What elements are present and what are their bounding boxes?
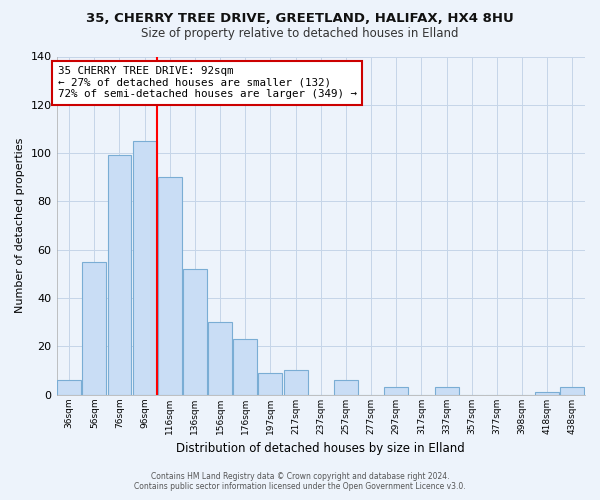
Bar [233, 339, 257, 394]
Bar [57, 380, 81, 394]
Bar [535, 392, 559, 394]
Text: 35 CHERRY TREE DRIVE: 92sqm
← 27% of detached houses are smaller (132)
72% of se: 35 CHERRY TREE DRIVE: 92sqm ← 27% of det… [58, 66, 357, 100]
Text: Contains HM Land Registry data © Crown copyright and database right 2024.
Contai: Contains HM Land Registry data © Crown c… [134, 472, 466, 491]
Text: Size of property relative to detached houses in Elland: Size of property relative to detached ho… [141, 28, 459, 40]
Bar [434, 388, 458, 394]
Bar [334, 380, 358, 394]
X-axis label: Distribution of detached houses by size in Elland: Distribution of detached houses by size … [176, 442, 465, 455]
Bar [560, 388, 584, 394]
Bar [208, 322, 232, 394]
Bar [183, 269, 207, 394]
Text: 35, CHERRY TREE DRIVE, GREETLAND, HALIFAX, HX4 8HU: 35, CHERRY TREE DRIVE, GREETLAND, HALIFA… [86, 12, 514, 26]
Bar [82, 262, 106, 394]
Bar [284, 370, 308, 394]
Bar [133, 141, 157, 395]
Bar [259, 373, 283, 394]
Bar [385, 388, 408, 394]
Y-axis label: Number of detached properties: Number of detached properties [15, 138, 25, 313]
Bar [107, 156, 131, 394]
Bar [158, 177, 182, 394]
